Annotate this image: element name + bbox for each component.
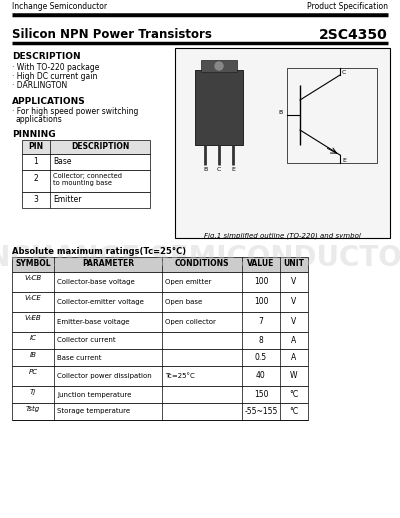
Text: W: W bbox=[290, 371, 298, 381]
Text: V₀EB: V₀EB bbox=[25, 315, 41, 321]
Text: V: V bbox=[291, 278, 297, 286]
Text: 0.5: 0.5 bbox=[255, 353, 267, 362]
Text: °C: °C bbox=[290, 407, 298, 416]
Text: V: V bbox=[291, 318, 297, 326]
Text: 3: 3 bbox=[34, 195, 38, 204]
Text: Silicon NPN Power Transistors: Silicon NPN Power Transistors bbox=[12, 28, 212, 41]
Text: · DARLINGTON: · DARLINGTON bbox=[12, 81, 67, 90]
Text: 150: 150 bbox=[254, 390, 268, 399]
Text: Collector-base voltage: Collector-base voltage bbox=[57, 279, 135, 285]
Bar bbox=[175, 48, 390, 238]
Text: Emitter: Emitter bbox=[53, 195, 82, 204]
Text: 100: 100 bbox=[254, 278, 268, 286]
Bar bbox=[12, 403, 308, 420]
Text: Open emitter: Open emitter bbox=[165, 279, 211, 285]
Text: DESCRIPTION: DESCRIPTION bbox=[71, 142, 129, 151]
Text: 100: 100 bbox=[254, 297, 268, 307]
Text: Inchange Semiconductor: Inchange Semiconductor bbox=[12, 2, 107, 11]
Text: · High DC current gain: · High DC current gain bbox=[12, 72, 97, 81]
Bar bbox=[22, 140, 150, 154]
Text: APPLICATIONS: APPLICATIONS bbox=[12, 97, 86, 106]
Text: Storage temperature: Storage temperature bbox=[57, 409, 130, 414]
Text: Product Specification: Product Specification bbox=[307, 2, 388, 11]
Text: Emitter-base voltage: Emitter-base voltage bbox=[57, 319, 130, 325]
Text: 2SC4350: 2SC4350 bbox=[319, 28, 388, 42]
Text: PINNING: PINNING bbox=[12, 130, 56, 139]
Bar bbox=[201, 60, 237, 72]
Text: C: C bbox=[342, 70, 346, 75]
Text: Tstg: Tstg bbox=[26, 406, 40, 412]
Text: Base: Base bbox=[53, 157, 72, 166]
Bar bbox=[22, 154, 150, 170]
Bar bbox=[12, 332, 308, 349]
Text: E: E bbox=[342, 158, 346, 163]
Bar bbox=[22, 170, 150, 192]
Text: IC: IC bbox=[30, 335, 36, 341]
Text: Open collector: Open collector bbox=[165, 319, 216, 325]
Bar bbox=[287, 68, 377, 163]
Bar bbox=[12, 257, 308, 272]
Text: Tj: Tj bbox=[30, 389, 36, 395]
Text: · For high speed power switching: · For high speed power switching bbox=[12, 107, 138, 116]
Bar bbox=[195, 70, 243, 145]
Bar bbox=[12, 366, 308, 386]
Bar bbox=[12, 386, 308, 403]
Text: Collector power dissipation: Collector power dissipation bbox=[57, 373, 152, 379]
Text: INCHANGE SEMICONDUCTOR: INCHANGE SEMICONDUCTOR bbox=[0, 244, 400, 272]
Text: CONDITIONS: CONDITIONS bbox=[175, 259, 229, 268]
Text: 1: 1 bbox=[34, 157, 38, 166]
Text: 8: 8 bbox=[259, 336, 263, 345]
Text: DESCRIPTION: DESCRIPTION bbox=[12, 52, 81, 61]
Text: PC: PC bbox=[28, 369, 38, 375]
Text: IB: IB bbox=[30, 352, 36, 358]
Bar bbox=[12, 272, 308, 292]
Text: 40: 40 bbox=[256, 371, 266, 381]
Bar bbox=[12, 292, 308, 312]
Text: Fig.1 simplified outline (TO-220) and symbol: Fig.1 simplified outline (TO-220) and sy… bbox=[204, 232, 361, 239]
Text: Tc=25°C: Tc=25°C bbox=[165, 373, 195, 379]
Text: -55~155: -55~155 bbox=[244, 407, 278, 416]
Text: A: A bbox=[291, 336, 297, 345]
Text: VALUE: VALUE bbox=[247, 259, 275, 268]
Text: B: B bbox=[278, 110, 282, 115]
Text: Base current: Base current bbox=[57, 354, 102, 361]
Text: PARAMETER: PARAMETER bbox=[82, 259, 134, 268]
Text: A: A bbox=[291, 353, 297, 362]
Text: V₀CB: V₀CB bbox=[24, 275, 42, 281]
Text: Collector-emitter voltage: Collector-emitter voltage bbox=[57, 299, 144, 305]
Text: C: C bbox=[217, 167, 221, 172]
Text: UNIT: UNIT bbox=[284, 259, 304, 268]
Text: Absolute maximum ratings(Tc=25°C): Absolute maximum ratings(Tc=25°C) bbox=[12, 247, 186, 256]
Text: Junction temperature: Junction temperature bbox=[57, 392, 131, 397]
Text: Open base: Open base bbox=[165, 299, 202, 305]
Text: V₀CE: V₀CE bbox=[25, 295, 41, 301]
Circle shape bbox=[215, 62, 223, 70]
Bar bbox=[22, 192, 150, 208]
Bar bbox=[12, 349, 308, 366]
Text: B: B bbox=[203, 167, 207, 172]
Text: °C: °C bbox=[290, 390, 298, 399]
Text: E: E bbox=[231, 167, 235, 172]
Text: 2: 2 bbox=[34, 174, 38, 183]
Text: Collector current: Collector current bbox=[57, 338, 116, 343]
Text: Collector; connected
to mounting base: Collector; connected to mounting base bbox=[53, 173, 122, 186]
Text: V: V bbox=[291, 297, 297, 307]
Text: 7: 7 bbox=[258, 318, 264, 326]
Text: · With TO-220 package: · With TO-220 package bbox=[12, 63, 99, 72]
Text: PIN: PIN bbox=[28, 142, 44, 151]
Bar bbox=[12, 312, 308, 332]
Text: SYMBOL: SYMBOL bbox=[15, 259, 51, 268]
Text: applications: applications bbox=[16, 115, 63, 124]
